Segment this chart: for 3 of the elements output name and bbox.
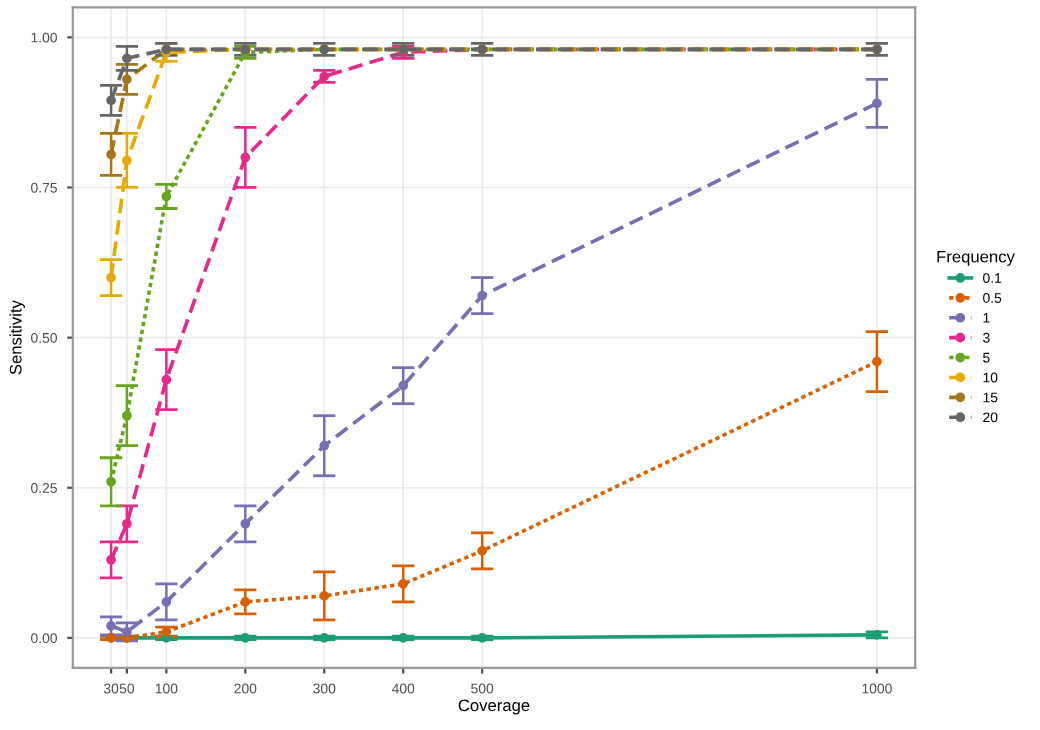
legend-title: Frequency bbox=[937, 250, 1015, 266]
x-axis-title: Coverage bbox=[458, 699, 530, 715]
y-axis-title: Sensitivity bbox=[9, 300, 25, 375]
